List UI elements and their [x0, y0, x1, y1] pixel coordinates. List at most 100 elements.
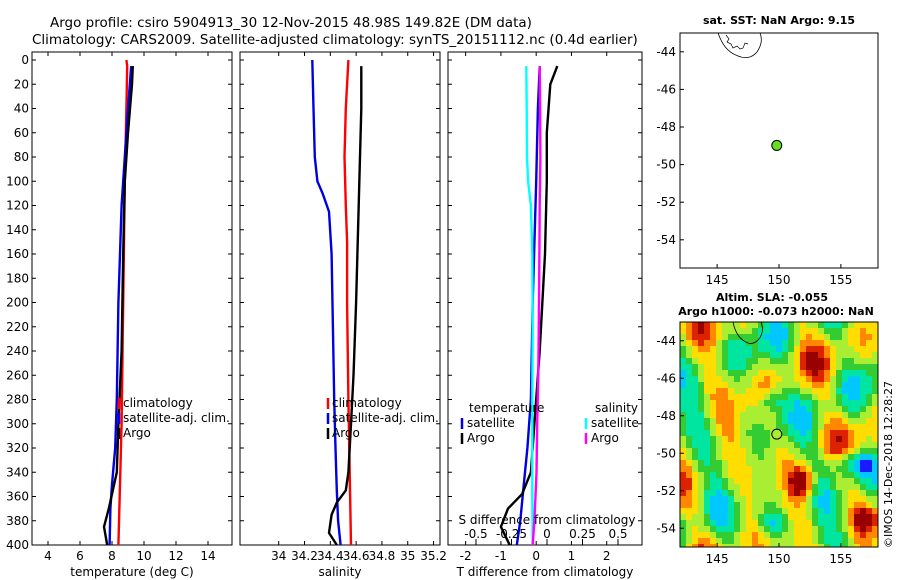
heatmap-cell — [830, 412, 837, 419]
y-tick-label: 380 — [6, 514, 29, 528]
heatmap-cell — [692, 382, 699, 389]
heatmap-cell — [698, 430, 705, 437]
heatmap-cell — [854, 532, 861, 539]
heatmap-cell — [710, 490, 717, 497]
heatmap-cell — [794, 496, 801, 503]
heatmap-cell — [794, 520, 801, 527]
heatmap-cell — [806, 502, 813, 509]
heatmap-cell — [734, 466, 741, 473]
heatmap-cell — [770, 508, 777, 515]
heatmap-cell — [752, 370, 759, 377]
heatmap-cell — [692, 508, 699, 515]
heatmap-cell — [770, 448, 777, 455]
heatmap-cell — [692, 520, 699, 527]
x-tick-label: 34.6 — [343, 549, 370, 563]
heatmap-cell — [680, 478, 687, 485]
heatmap-cell — [830, 388, 837, 395]
heatmap-cell — [776, 328, 783, 335]
heatmap-cell — [734, 526, 741, 533]
heatmap-cell — [794, 412, 801, 419]
heatmap-cell — [866, 400, 873, 407]
heatmap-cell — [800, 322, 807, 329]
heatmap-cell — [818, 388, 825, 395]
heatmap-cell — [704, 322, 711, 329]
heatmap-cell — [734, 412, 741, 419]
heatmap-cell — [764, 490, 771, 497]
heatmap-cell — [788, 460, 795, 467]
heatmap-cell — [794, 394, 801, 401]
heatmap-cell — [764, 448, 771, 455]
heatmap-cell — [716, 490, 723, 497]
heatmap-cell — [872, 472, 878, 479]
heatmap-cell — [770, 520, 777, 527]
heatmap-cell — [872, 406, 878, 413]
heatmap-cell — [806, 520, 813, 527]
heatmap-cell — [746, 328, 753, 335]
heatmap-cell — [866, 430, 873, 437]
heatmap-cell — [686, 406, 693, 413]
heatmap-cell — [812, 448, 819, 455]
heatmap-cell — [686, 418, 693, 425]
heatmap-cell — [680, 520, 687, 527]
heatmap-cell — [782, 412, 789, 419]
heatmap-cell — [746, 424, 753, 431]
heatmap-cell — [824, 538, 831, 545]
heatmap-cell — [866, 526, 873, 533]
heatmap-cell — [842, 376, 849, 383]
heatmap-cell — [848, 358, 855, 365]
y-tick-label: 140 — [6, 223, 29, 237]
heatmap-cell — [728, 346, 735, 353]
heatmap-cell — [764, 418, 771, 425]
heatmap-cell — [776, 484, 783, 491]
heatmap-cell — [812, 490, 819, 497]
heatmap-cell — [740, 502, 747, 509]
heatmap-cell — [860, 364, 867, 371]
heatmap-cell — [746, 526, 753, 533]
heatmap-cell — [836, 472, 843, 479]
heatmap-cell — [728, 466, 735, 473]
heatmap-cell — [680, 328, 687, 335]
heatmap-cell — [722, 484, 729, 491]
heatmap-cell — [866, 412, 873, 419]
heatmap-cell — [800, 424, 807, 431]
heatmap-cell — [722, 394, 729, 401]
heatmap-cell — [704, 376, 711, 383]
heatmap-cell — [866, 418, 873, 425]
heatmap-cell — [776, 376, 783, 383]
heatmap-cell — [752, 388, 759, 395]
heatmap-cell — [794, 346, 801, 353]
imos-credit: ©IMOS 14-Dec-2018 12:28:27 — [882, 381, 895, 548]
heatmap-cell — [830, 448, 837, 455]
heatmap-cell — [698, 334, 705, 341]
heatmap-cell — [692, 514, 699, 521]
heatmap-cell — [794, 370, 801, 377]
heatmap-cell — [698, 364, 705, 371]
heatmap-cell — [794, 544, 801, 547]
heatmap-cell — [806, 418, 813, 425]
heatmap-cell — [788, 436, 795, 443]
heatmap-cell — [710, 460, 717, 467]
heatmap-cell — [782, 532, 789, 539]
legend-label: Argo — [591, 431, 619, 445]
heatmap-cell — [740, 352, 747, 359]
heatmap-cell — [794, 358, 801, 365]
heatmap-cell — [770, 412, 777, 419]
heatmap-cell — [848, 484, 855, 491]
heatmap-cell — [752, 442, 759, 449]
heatmap-cell — [866, 406, 873, 413]
heatmap-cell — [752, 514, 759, 521]
heatmap-cell — [740, 412, 747, 419]
heatmap-cell — [680, 454, 687, 461]
heatmap-cell — [830, 484, 837, 491]
heatmap-cell — [806, 424, 813, 431]
heatmap-cell — [842, 538, 849, 545]
heatmap-cell — [758, 364, 765, 371]
heatmap-cell — [794, 436, 801, 443]
y-tick-label: -46 — [656, 371, 676, 385]
heatmap-cell — [860, 496, 867, 503]
heatmap-cell — [842, 514, 849, 521]
heatmap-cell — [836, 442, 843, 449]
heatmap-cell — [824, 502, 831, 509]
heatmap-cell — [770, 418, 777, 425]
heatmap-cell — [740, 442, 747, 449]
